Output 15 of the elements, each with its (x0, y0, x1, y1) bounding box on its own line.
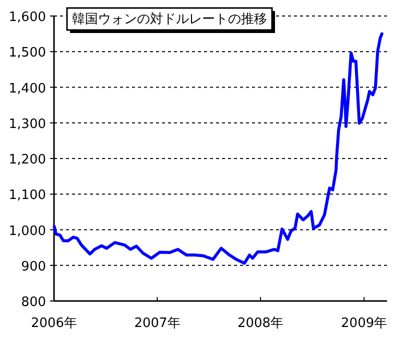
y-tick-label: 900 (21, 259, 46, 274)
y-tick-label: 1,000 (8, 224, 46, 239)
x-tick-label: 2006年 (30, 316, 78, 331)
y-tick-label: 1,200 (8, 152, 46, 168)
y-tick-label: 800 (21, 295, 46, 310)
x-tick-label: 2007年 (134, 316, 180, 331)
x-tick-label: 2009年 (341, 316, 388, 331)
y-tick-label: 1,500 (8, 46, 46, 61)
y-tick-label: 1,300 (8, 116, 46, 132)
y-tick-label: 1,600 (8, 10, 46, 25)
y-tick-label: 1,100 (8, 188, 46, 204)
y-tick-label: 1,400 (8, 81, 46, 96)
chart-title: 韓国ウォンの対ドルレートの推移 (72, 11, 267, 27)
line-series (52, 32, 384, 265)
x-tick-label: 2008年 (237, 316, 284, 331)
